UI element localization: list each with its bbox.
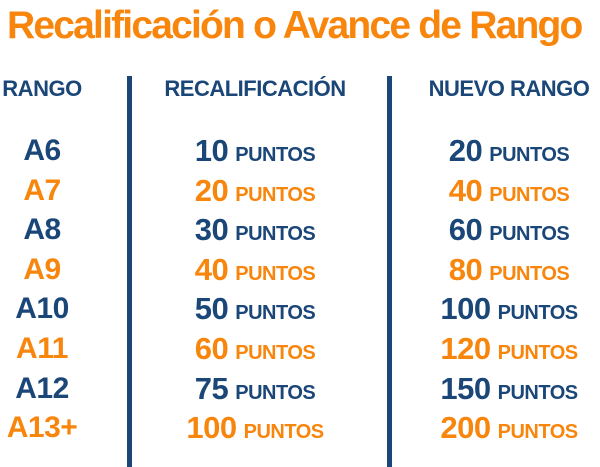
recalificacion-cells: 10 PUNTOS 20 PUNTOS 30 PUNTOS 40 PUNTOS 50 PU…	[131, 131, 379, 448]
puntos-label: PUNTOS	[235, 144, 316, 166]
rank-cell: A10	[0, 289, 84, 329]
nuevo-rango-cell: 40 PUNTOS	[419, 171, 599, 211]
rank-label: A9	[23, 252, 61, 286]
rank-cell: A6	[0, 131, 84, 171]
rank-cell: A8	[0, 210, 84, 250]
column-header-recalificacion: RECALIFICACIÓN	[164, 76, 346, 101]
points-value: 80	[448, 251, 483, 287]
puntos-label: PUNTOS	[235, 381, 316, 404]
nuevo-rango-cell: 80 PUNTOS	[419, 250, 599, 290]
column-nuevo-rango: NUEVO RANGO 20 PUNTOS 40 PUNTOS 60 PUNTOS 8…	[419, 74, 599, 448]
recalificacion-cell: 40 PUNTOS	[131, 250, 379, 290]
puntos-label: PUNTOS	[235, 302, 316, 325]
points-value: 75	[194, 370, 229, 406]
puntos-label: PUNTOS	[235, 223, 316, 246]
rank-cell: A11	[0, 329, 84, 369]
rango-cells: A6 A7 A8 A9 A10 A11 A12 A13+	[0, 131, 84, 448]
points-value: 150	[440, 370, 491, 406]
points-value: 50	[194, 291, 229, 327]
points-value: 200	[440, 410, 491, 446]
page-title: Recalificación o Avance de Rango	[7, 4, 583, 47]
recalificacion-cell: 30 PUNTOS	[131, 210, 379, 250]
puntos-label: PUNTOS	[489, 262, 570, 285]
recalificacion-cell: 10 PUNTOS	[131, 131, 379, 171]
column-recalificacion: RECALIFICACIÓN 10 PUNTOS 20 PUNTOS 30 PUNTO…	[131, 74, 379, 448]
puntos-label: PUNTOS	[497, 421, 578, 444]
puntos-label: PUNTOS	[235, 262, 316, 285]
rank-cell: A13+	[0, 408, 84, 448]
rank-label: A7	[23, 173, 61, 207]
column-header-nuevo-rango: NUEVO RANGO	[428, 76, 590, 101]
rank-label: A10	[15, 292, 69, 326]
recalificacion-cell: 100 PUNTOS	[131, 408, 379, 448]
nuevo-rango-cells: 20 PUNTOS 40 PUNTOS 60 PUNTOS 80 PUNTOS 100 P…	[419, 131, 599, 448]
points-value: 40	[448, 172, 483, 208]
rank-cell: A9	[0, 250, 84, 290]
puntos-label: PUNTOS	[235, 341, 316, 364]
column-divider-right	[387, 76, 392, 467]
nuevo-rango-cell: 100 PUNTOS	[419, 289, 599, 329]
nuevo-rango-cell: 150 PUNTOS	[419, 369, 599, 409]
puntos-label: PUNTOS	[489, 144, 570, 166]
rank-cell: A7	[0, 171, 84, 211]
rank-label: A13+	[6, 411, 78, 445]
recalificacion-cell: 60 PUNTOS	[131, 329, 379, 369]
recalificacion-cell: 75 PUNTOS	[131, 369, 379, 409]
nuevo-rango-cell: 60 PUNTOS	[419, 210, 599, 250]
points-value: 100	[186, 410, 237, 446]
points-value: 100	[440, 291, 491, 327]
nuevo-rango-cell: 20 PUNTOS	[419, 131, 599, 171]
points-value: 60	[448, 212, 483, 248]
column-header-rango: RANGO	[2, 76, 82, 101]
rank-cell: A12	[0, 369, 84, 409]
nuevo-rango-cell: 120 PUNTOS	[419, 329, 599, 369]
points-value: 10	[194, 133, 229, 168]
column-rango: RANGO A6 A7 A8 A9 A10 A11 A12 A13+	[0, 74, 84, 448]
puntos-label: PUNTOS	[497, 341, 578, 364]
points-value: 20	[448, 133, 483, 168]
points-value: 40	[194, 251, 229, 287]
puntos-label: PUNTOS	[497, 302, 578, 325]
column-divider-left	[127, 76, 132, 467]
points-value: 60	[194, 330, 229, 366]
puntos-label: PUNTOS	[243, 421, 324, 444]
rank-label: A12	[15, 371, 69, 405]
rank-label: A11	[16, 331, 68, 365]
rank-label: A8	[23, 213, 61, 247]
puntos-label: PUNTOS	[497, 381, 578, 404]
recalificacion-cell: 20 PUNTOS	[131, 171, 379, 211]
points-value: 120	[440, 330, 491, 366]
points-value: 20	[194, 172, 229, 208]
puntos-label: PUNTOS	[489, 223, 570, 246]
recalificacion-cell: 50 PUNTOS	[131, 289, 379, 329]
nuevo-rango-cell: 200 PUNTOS	[419, 408, 599, 448]
puntos-label: PUNTOS	[489, 183, 570, 206]
points-value: 30	[194, 212, 229, 248]
puntos-label: PUNTOS	[235, 183, 316, 206]
rank-label: A6	[23, 134, 61, 167]
